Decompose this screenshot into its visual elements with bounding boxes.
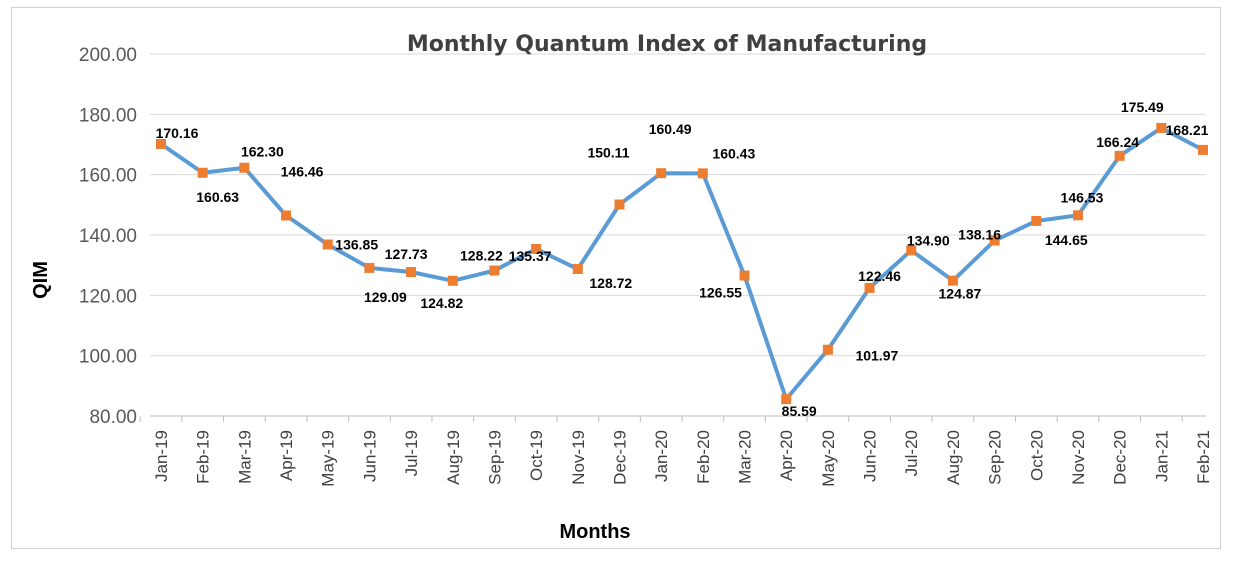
data-label: 160.63 <box>196 189 239 205</box>
x-tick-label: Oct-20 <box>1027 430 1046 481</box>
data-label: 136.85 <box>335 237 378 253</box>
chart-title: Monthly Quantum Index of Manufacturing <box>407 32 927 57</box>
data-point-marker <box>864 282 875 293</box>
y-axis-label: QIM <box>30 261 52 299</box>
y-tick-label: 140.00 <box>79 226 137 247</box>
data-point-marker <box>1114 150 1125 161</box>
data-label: 160.43 <box>712 145 755 161</box>
data-point-marker <box>531 243 542 254</box>
series-line <box>159 125 1204 402</box>
y-tick-labels: 80.00 100.00 120.00 140.00 160.00 180.00 200.0… <box>79 45 137 428</box>
data-point-marker <box>1198 144 1208 155</box>
data-point-marker <box>1031 215 1042 226</box>
x-tick-label: Apr-19 <box>277 430 296 481</box>
x-tick-label: Jul-19 <box>402 430 421 476</box>
data-point-marker <box>739 270 750 281</box>
data-label: 134.90 <box>907 232 950 248</box>
data-point-marker <box>156 139 166 150</box>
data-label: 138.16 <box>958 227 1001 243</box>
data-label: 150.11 <box>587 145 629 161</box>
data-labels: 170.16 160.63 162.30 146.46 136.85 129.09 127.… <box>156 99 1209 419</box>
data-point-marker <box>281 210 292 221</box>
x-tick-label: Nov-19 <box>569 430 588 485</box>
data-label: 127.73 <box>385 246 428 262</box>
data-point-marker <box>489 265 500 276</box>
data-label: 146.53 <box>1061 189 1104 205</box>
x-tick-label: Mar-20 <box>736 430 755 484</box>
data-point-marker <box>1072 210 1083 221</box>
x-tick-label: Dec-19 <box>610 430 629 485</box>
x-tick-label: Sep-20 <box>986 430 1005 485</box>
data-point-marker <box>239 162 250 173</box>
data-label: 168.21 <box>1166 122 1209 138</box>
x-tick-label: Sep-19 <box>485 430 504 485</box>
x-tick-label: Jan-19 <box>152 430 171 482</box>
data-point-marker <box>697 168 708 179</box>
markers <box>156 122 1208 405</box>
data-point-marker <box>572 264 583 275</box>
data-label: 160.49 <box>649 121 692 137</box>
x-tick-label: Feb-20 <box>694 430 713 484</box>
y-tick-label: 160.00 <box>79 166 137 187</box>
x-tick-label: Aug-20 <box>944 430 963 485</box>
data-label: 122.46 <box>858 268 901 284</box>
data-label: 146.46 <box>281 164 324 180</box>
data-label: 124.87 <box>939 286 982 302</box>
data-point-marker <box>197 167 208 178</box>
data-label: 124.82 <box>420 295 463 311</box>
x-tick-label: Dec-20 <box>1111 430 1130 485</box>
data-label: 144.65 <box>1045 232 1088 248</box>
y-tick-label: 80.00 <box>89 407 137 428</box>
data-point-marker <box>781 394 792 405</box>
x-tick-labels: Jan-19 Feb-19 Mar-19 Apr-19 May-19 Jun-19 Jul-… <box>139 416 1213 487</box>
x-tick-label: Nov-20 <box>1069 430 1088 485</box>
data-label: 135.37 <box>509 248 552 264</box>
x-tick-label: Jun-20 <box>861 430 880 482</box>
x-tick-label: Apr-20 <box>777 430 796 481</box>
data-point-marker <box>822 344 833 355</box>
data-label: 162.30 <box>241 144 284 160</box>
data-label: 166.24 <box>1096 134 1139 150</box>
data-label: 126.55 <box>699 285 742 301</box>
x-tick-label: Feb-19 <box>194 430 213 484</box>
data-point-marker <box>406 267 417 278</box>
data-point-marker <box>947 275 958 286</box>
data-point-marker <box>1156 122 1167 133</box>
data-label: 85.59 <box>782 403 817 419</box>
data-label: 128.72 <box>589 275 632 291</box>
data-point-marker <box>989 235 1000 246</box>
data-point-marker <box>614 199 625 210</box>
data-label: 101.97 <box>855 348 898 364</box>
x-tick-label: Aug-19 <box>444 430 463 485</box>
data-point-marker <box>364 262 375 273</box>
x-tick-label: Oct-19 <box>527 430 546 481</box>
chart-frame <box>11 7 1221 549</box>
x-tick-label: Jan-20 <box>652 430 671 482</box>
x-tick-label: Jun-19 <box>360 430 379 482</box>
x-tick-label: Jul-20 <box>902 430 921 476</box>
data-point-marker <box>906 245 917 256</box>
data-point-marker <box>322 239 333 250</box>
gridlines <box>150 53 1206 417</box>
y-tick-label: 200.00 <box>79 45 137 66</box>
y-tick-label: 120.00 <box>79 286 137 307</box>
data-label: 175.49 <box>1121 99 1164 115</box>
x-tick-label: May-20 <box>819 430 838 487</box>
x-tick-label: May-19 <box>319 430 338 487</box>
y-tick-label: 180.00 <box>79 105 137 126</box>
x-tick-label: Feb-21 <box>1194 430 1213 484</box>
x-axis-label: Months <box>559 521 630 543</box>
data-label: 129.09 <box>364 289 407 305</box>
x-tick-label: Mar-19 <box>235 430 254 484</box>
data-label: 170.16 <box>156 125 199 141</box>
y-tick-label: 100.00 <box>79 347 137 368</box>
data-point-marker <box>447 275 458 286</box>
data-point-marker <box>656 168 667 179</box>
x-tick-label: Jan-21 <box>1152 430 1171 482</box>
data-label: 128.22 <box>460 248 503 264</box>
